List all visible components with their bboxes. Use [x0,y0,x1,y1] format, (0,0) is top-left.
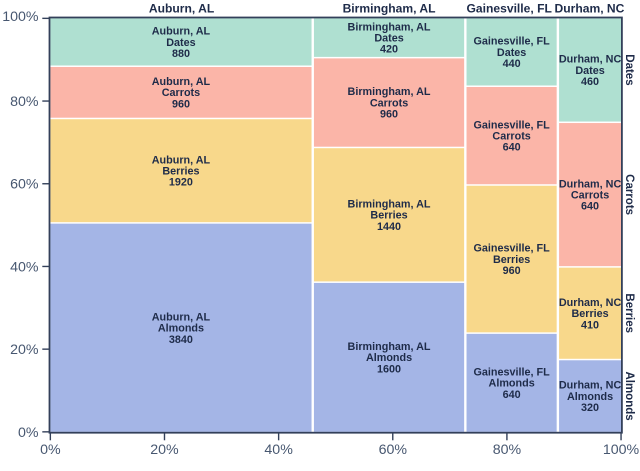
svg-text:Berries: Berries [370,210,407,222]
svg-text:1600: 1600 [377,363,401,375]
svg-text:100%: 100% [2,9,39,25]
svg-text:Gainesville, FL: Gainesville, FL [467,2,553,16]
svg-text:Dates: Dates [575,65,604,77]
svg-text:Auburn, AL: Auburn, AL [149,2,215,16]
svg-text:420: 420 [380,44,398,56]
svg-text:Berries: Berries [571,308,608,320]
svg-text:Almonds: Almonds [366,352,412,364]
svg-text:Durham, NC: Durham, NC [555,2,625,16]
svg-text:Carrots: Carrots [370,97,408,109]
svg-text:320: 320 [581,402,599,414]
svg-text:Gainesville, FL: Gainesville, FL [474,36,551,48]
svg-text:960: 960 [380,109,398,121]
svg-text:Carrots: Carrots [623,174,635,215]
svg-text:Gainesville, FL: Gainesville, FL [474,367,551,379]
svg-text:Carrots: Carrots [571,189,609,201]
svg-text:1440: 1440 [377,221,401,233]
svg-text:Berries: Berries [162,166,199,178]
svg-text:440: 440 [503,58,521,70]
svg-text:Durham, NC: Durham, NC [559,54,622,66]
svg-text:Dates: Dates [623,54,635,85]
svg-text:Auburn, AL: Auburn, AL [152,76,211,88]
svg-text:Almonds: Almonds [567,391,613,403]
svg-text:80%: 80% [493,442,522,458]
svg-text:1920: 1920 [169,177,193,189]
svg-text:Gainesville, FL: Gainesville, FL [474,119,551,131]
svg-text:40%: 40% [10,259,39,275]
svg-text:Birmingham, AL: Birmingham, AL [348,341,431,353]
svg-text:Carrots: Carrots [492,130,530,142]
svg-text:Birmingham, AL: Birmingham, AL [348,21,431,33]
svg-text:960: 960 [172,98,190,110]
svg-text:40%: 40% [264,442,293,458]
svg-text:Almonds: Almonds [623,371,635,420]
svg-text:0%: 0% [40,442,61,458]
svg-text:20%: 20% [10,342,39,358]
svg-text:Auburn, AL: Auburn, AL [152,311,211,323]
svg-text:Durham, NC: Durham, NC [559,297,622,309]
svg-text:Almonds: Almonds [489,378,535,390]
svg-text:60%: 60% [10,177,39,193]
svg-text:640: 640 [503,389,521,401]
svg-text:80%: 80% [10,94,39,110]
svg-text:20%: 20% [150,442,179,458]
svg-text:880: 880 [172,48,190,60]
svg-text:Gainesville, FL: Gainesville, FL [474,243,551,255]
svg-text:Dates: Dates [166,37,195,49]
svg-text:640: 640 [581,201,599,213]
svg-text:Berries: Berries [493,254,530,266]
svg-text:Birmingham, AL: Birmingham, AL [348,198,431,210]
svg-text:Auburn, AL: Auburn, AL [152,154,211,166]
svg-text:100%: 100% [603,442,640,458]
svg-text:Berries: Berries [623,293,635,333]
svg-text:640: 640 [503,142,521,154]
svg-text:Birmingham, AL: Birmingham, AL [343,2,437,16]
svg-text:Carrots: Carrots [162,87,200,99]
svg-text:Durham, NC: Durham, NC [559,178,622,190]
svg-text:960: 960 [503,265,521,277]
svg-text:0%: 0% [18,425,39,441]
svg-text:410: 410 [581,319,599,331]
svg-text:Dates: Dates [374,32,403,44]
svg-text:Birmingham, AL: Birmingham, AL [348,86,431,98]
svg-text:Auburn, AL: Auburn, AL [152,26,211,38]
svg-text:60%: 60% [379,442,408,458]
svg-text:Almonds: Almonds [158,323,204,335]
svg-text:3840: 3840 [169,334,193,346]
svg-text:Durham, NC: Durham, NC [559,380,622,392]
svg-text:460: 460 [581,76,599,88]
svg-text:Dates: Dates [497,47,526,59]
